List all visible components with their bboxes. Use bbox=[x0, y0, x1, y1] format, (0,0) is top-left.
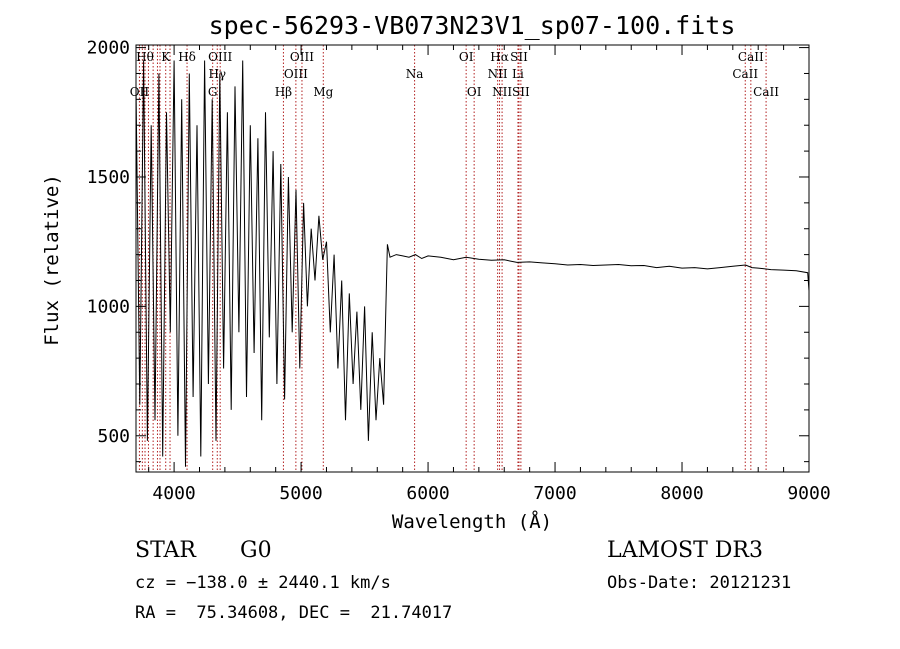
emission-line-labels: OII Hθ K Hδ G Hγ OIII Hβ OIII OIII Mg Na OI OI NII Hα NI… bbox=[130, 50, 779, 99]
x-tick-label-2: 6000 bbox=[406, 483, 449, 504]
line-label-11: Hγ bbox=[208, 67, 226, 81]
x-tick-label-4: 8000 bbox=[660, 483, 703, 504]
survey-label: LAMOST DR3 bbox=[607, 538, 763, 563]
line-label-26: CaII bbox=[732, 67, 758, 81]
subclass-label: G0 bbox=[240, 538, 272, 563]
line-label-12: OIII bbox=[208, 50, 232, 64]
class-label: STAR bbox=[135, 538, 196, 563]
line-label-19: OI bbox=[467, 85, 482, 99]
flux-series bbox=[135, 60, 810, 467]
y-tick-label-1: 1000 bbox=[87, 296, 130, 317]
line-label-10: G bbox=[208, 85, 218, 99]
line-label-27: CaII bbox=[738, 50, 764, 64]
coordinates: RA = 75.34608, DEC = 21.74017 bbox=[135, 603, 453, 623]
line-label-18: OI bbox=[459, 50, 474, 64]
line-label-28: CaII bbox=[753, 85, 779, 99]
line-label-13: Hβ bbox=[275, 85, 292, 99]
line-label-7: K bbox=[161, 50, 171, 64]
plot-frame bbox=[135, 44, 810, 473]
x-tick-label-3: 7000 bbox=[533, 483, 576, 504]
line-label-15: OIII bbox=[290, 50, 314, 64]
line-label-22: NII bbox=[492, 85, 512, 99]
line-label-20: NII bbox=[488, 67, 508, 81]
line-label-23: Li bbox=[512, 67, 524, 81]
line-label-2: Hθ bbox=[136, 50, 154, 64]
line-label-9: Hδ bbox=[178, 50, 196, 64]
line-label-14: OIII bbox=[284, 67, 308, 81]
redshift-velocity: cz = −138.0 ± 2440.1 km/s bbox=[135, 573, 391, 593]
line-label-17: Na bbox=[406, 67, 424, 81]
line-label-16: Mg bbox=[313, 85, 333, 99]
x-axis-label: Wavelength (Å) bbox=[392, 510, 552, 533]
line-label-24: SII bbox=[510, 50, 528, 64]
line-label-21: Hα bbox=[490, 50, 509, 64]
x-tick-label-5: 9000 bbox=[787, 483, 830, 504]
chart-title: spec-56293-VB073N23V1_sp07-100.fits bbox=[209, 11, 736, 40]
y-tick-label-2: 1500 bbox=[87, 167, 130, 188]
line-label-25: SII bbox=[512, 85, 530, 99]
series-flux bbox=[135, 60, 810, 467]
y-axis-ticks: 500 1000 1500 2000 bbox=[87, 38, 809, 463]
x-tick-label-1: 5000 bbox=[279, 483, 322, 504]
y-tick-label-0: 500 bbox=[97, 426, 130, 447]
y-axis-label: Flux (relative) bbox=[41, 174, 63, 346]
x-axis-ticks: 4000 5000 6000 7000 8000 9000 bbox=[148, 45, 831, 504]
observation-date: Obs-Date: 20121231 bbox=[607, 573, 792, 593]
x-tick-label-0: 4000 bbox=[152, 483, 195, 504]
line-label-0: OII bbox=[130, 85, 150, 99]
y-tick-label-3: 2000 bbox=[87, 38, 130, 59]
